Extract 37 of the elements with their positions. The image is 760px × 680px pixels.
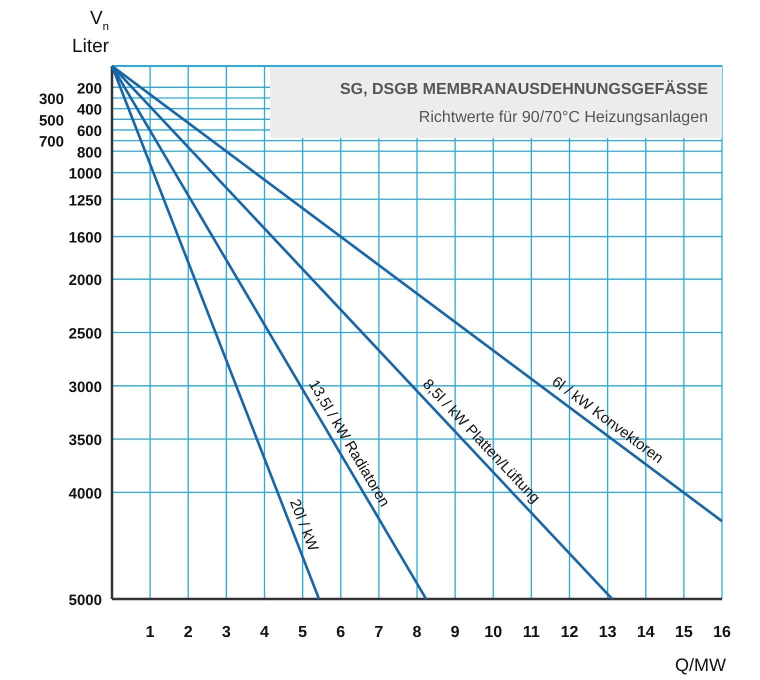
x-tick-label: 4 [260,624,270,641]
y-tick-label: 2500 [68,326,102,342]
y-tick-label: 4000 [68,485,102,502]
x-tick-label: 13 [598,624,617,641]
x-tick-label: 10 [484,624,502,641]
y-tick-label: 800 [76,144,102,162]
x-tick-label: 9 [450,624,460,641]
x-tick-label: 11 [522,624,540,641]
y-tick-label: 200 [76,80,102,98]
y2-tick-label: 300 [38,90,64,108]
y2-tick-label: 500 [38,112,64,130]
x-tick-label: 2 [184,624,193,641]
x-tick-label: 12 [560,624,578,641]
x-tick-label: 7 [374,624,384,641]
text: 20l / kW [286,496,322,554]
y-tick-label: 3500 [68,432,102,450]
x-axis-title: Q/MW [675,655,726,675]
y-tick-label: 5000 [68,592,102,609]
y-axis-title: V$_{n}$ Liter [72,8,110,57]
y-tick-label: 1600 [68,230,102,247]
x-tick-label: 6 [336,624,346,641]
y-tick-label: 600 [76,122,102,140]
x-tick-label: 5 [298,624,308,641]
x-tick-label: 15 [674,624,693,641]
text: Richtwerte für 90/70°C Heizungsanlagen [418,109,708,126]
y-tick-label: 3000 [68,378,102,396]
y-tick-label: 1000 [68,166,102,183]
x-tick-label: 1 [146,624,155,641]
text: SG, DSGB MEMBRANAUSDEHNUNGSGEFÄSSE [340,80,708,98]
x-tick-label: 16 [713,624,731,641]
y-tick-label: 1250 [68,192,102,210]
y-tick-label: 2000 [68,272,102,290]
x-tick-label: 3 [222,624,231,641]
x-tick-label: 14 [636,624,655,641]
y2-tick-label: 700 [38,134,64,151]
y-tick-label: 400 [76,102,102,119]
x-tick-label: 8 [412,624,422,641]
